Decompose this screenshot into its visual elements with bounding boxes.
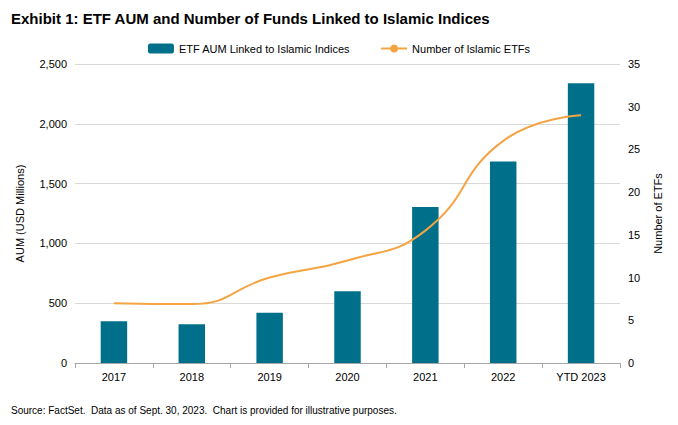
svg-text:0: 0	[628, 357, 634, 369]
svg-text:Exhibit 1: ETF AUM and Number: Exhibit 1: ETF AUM and Number of Funds L…	[11, 10, 490, 27]
svg-text:ETF AUM Linked to Islamic Indi: ETF AUM Linked to Islamic Indices	[179, 43, 350, 55]
svg-text:YTD 2023: YTD 2023	[556, 371, 606, 383]
svg-text:25: 25	[628, 143, 640, 155]
svg-text:2021: 2021	[413, 371, 437, 383]
svg-text:2020: 2020	[335, 371, 359, 383]
svg-text:5: 5	[628, 314, 634, 326]
svg-text:2017: 2017	[102, 371, 126, 383]
svg-text:1,500: 1,500	[39, 178, 67, 190]
svg-text:30: 30	[628, 101, 640, 113]
svg-text:35: 35	[628, 58, 640, 70]
svg-text:Source: FactSet. Data as of S: Source: FactSet. Data as of Sept. 30, 20…	[11, 405, 397, 416]
svg-text:Number of Islamic ETFs: Number of Islamic ETFs	[412, 43, 530, 55]
svg-text:2019: 2019	[257, 371, 281, 383]
svg-text:2,500: 2,500	[39, 58, 67, 70]
svg-text:Number of ETFs: Number of ETFs	[652, 173, 664, 254]
svg-text:0: 0	[61, 357, 67, 369]
svg-text:2,000: 2,000	[39, 118, 67, 130]
svg-text:20: 20	[628, 186, 640, 198]
svg-text:2018: 2018	[180, 371, 204, 383]
svg-text:1,000: 1,000	[39, 237, 67, 249]
svg-text:15: 15	[628, 229, 640, 241]
svg-text:AUM (USD Millions): AUM (USD Millions)	[14, 165, 26, 263]
svg-text:2022: 2022	[491, 371, 515, 383]
svg-text:500: 500	[49, 297, 67, 309]
svg-text:10: 10	[628, 272, 640, 284]
